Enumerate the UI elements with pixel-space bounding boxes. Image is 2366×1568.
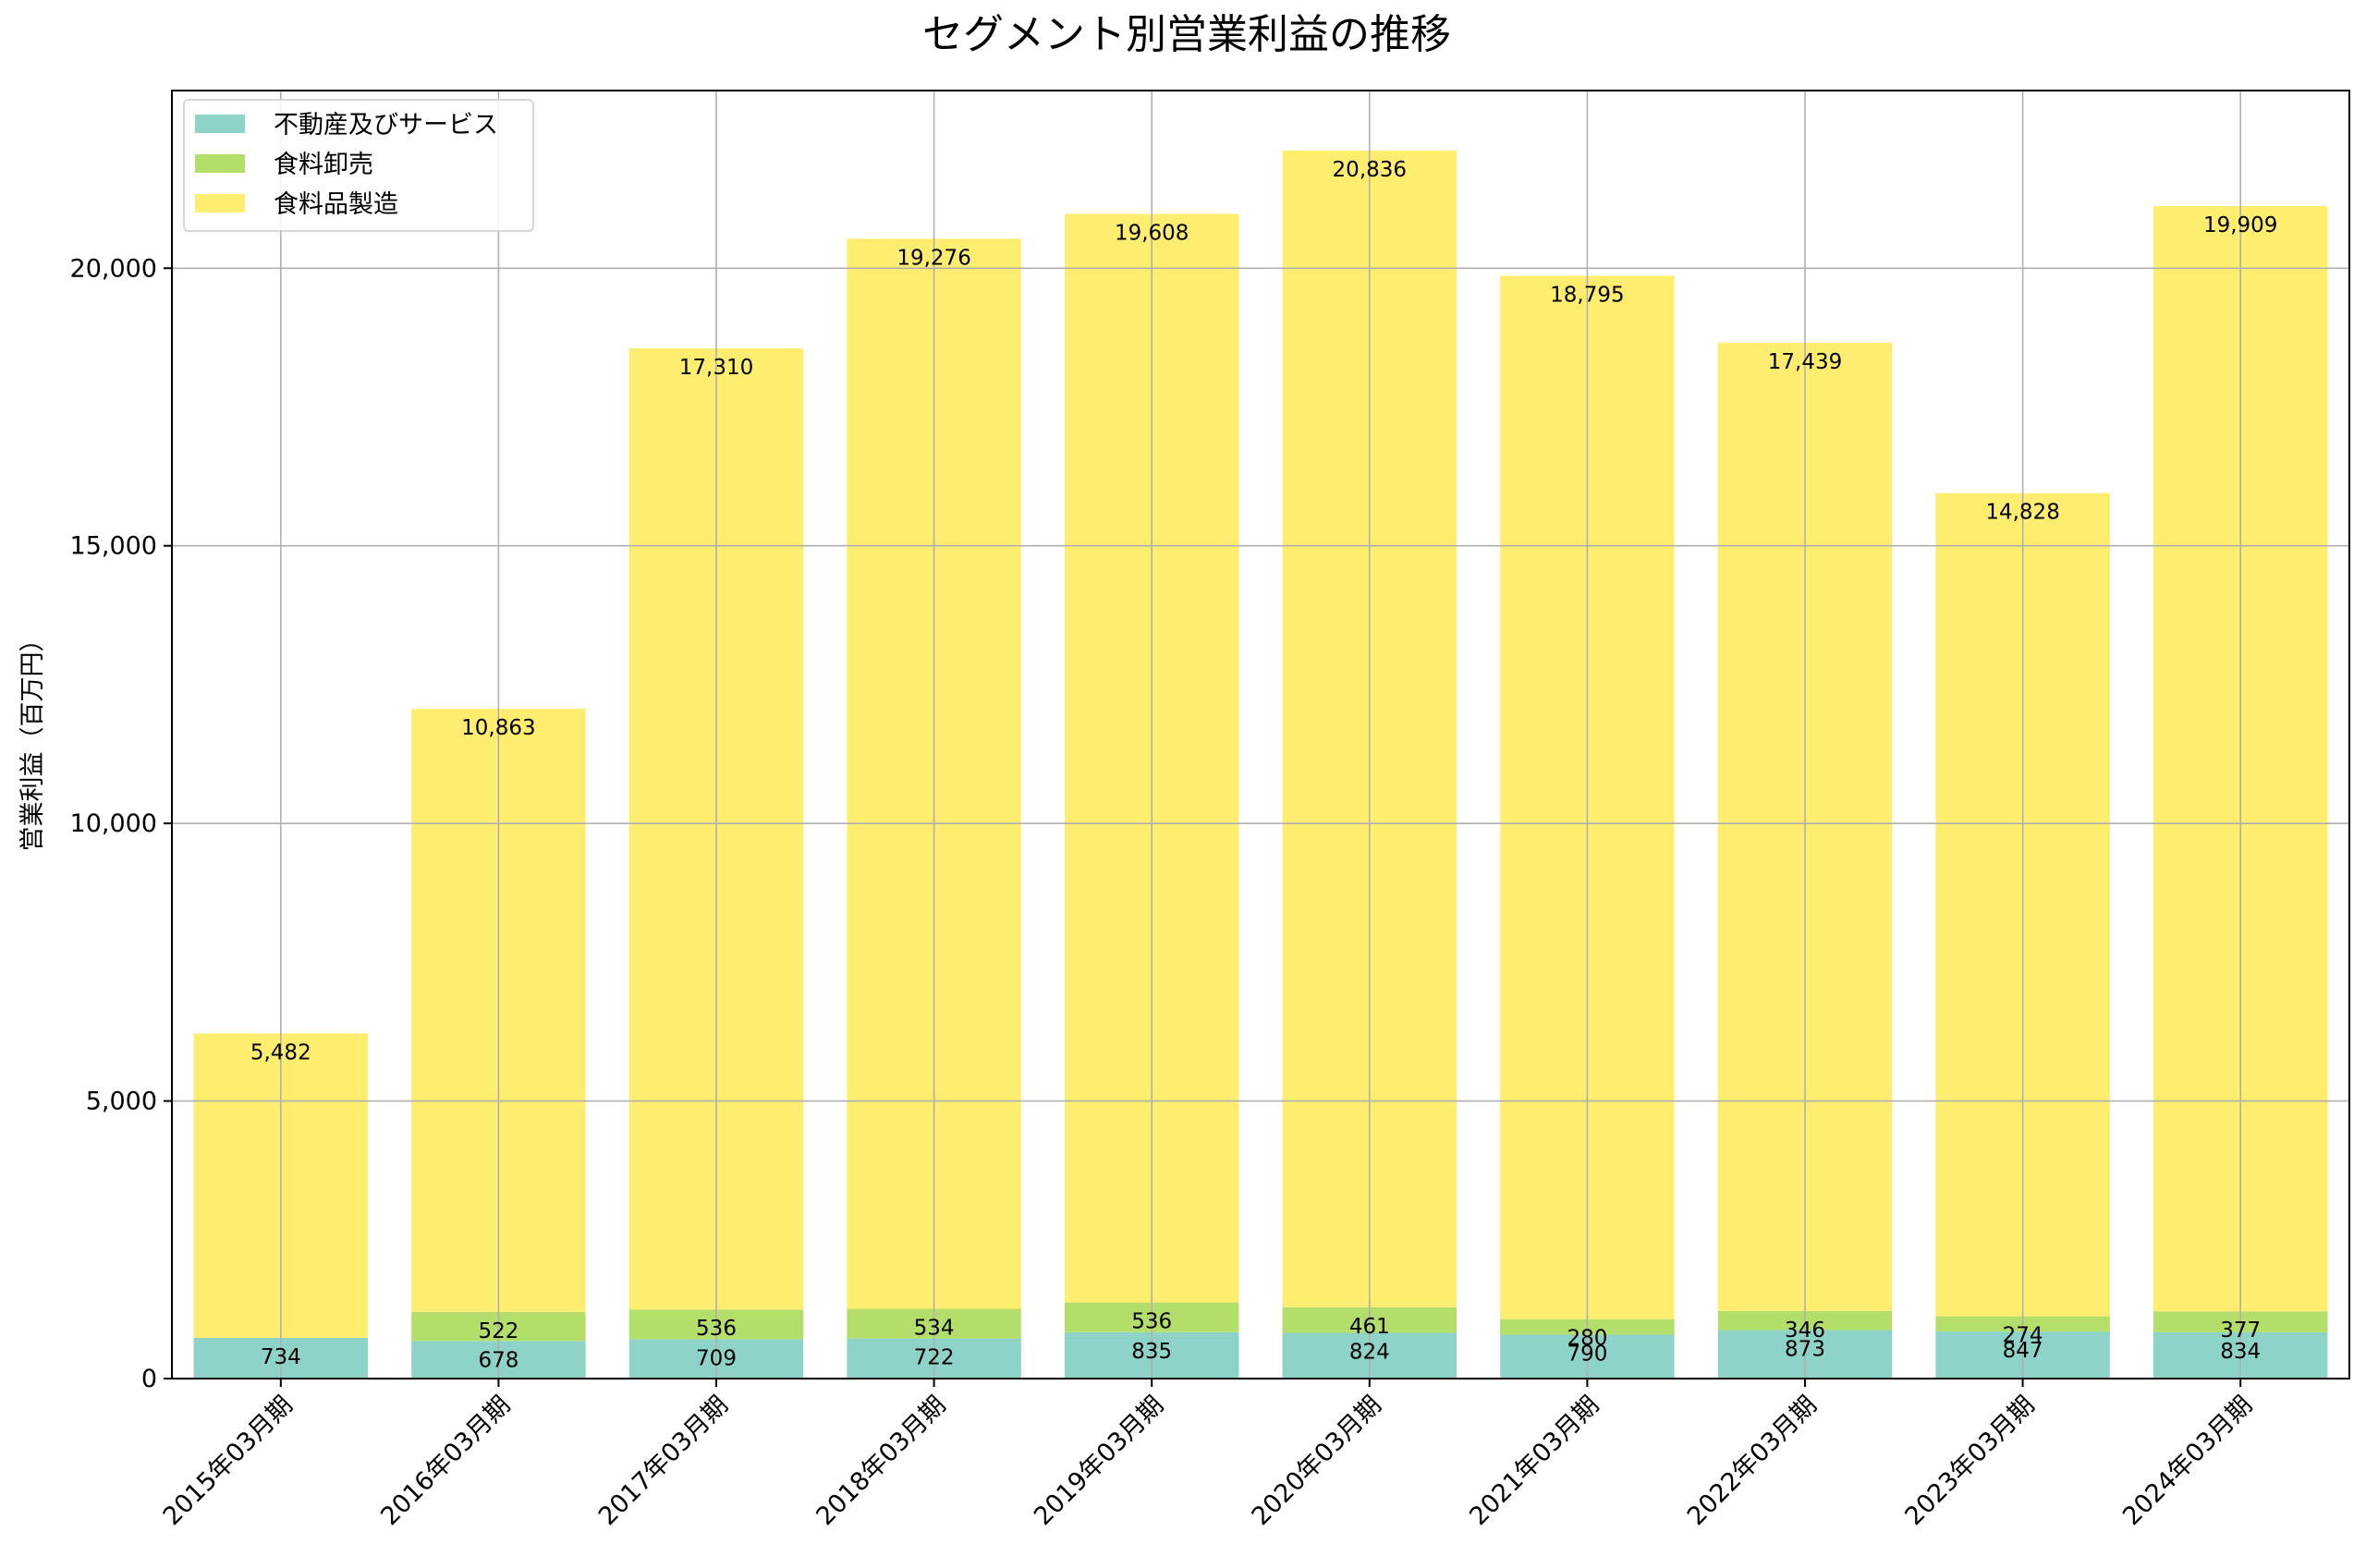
y-tick-label: 15,000: [70, 532, 157, 561]
bar-value-label: 709: [696, 1346, 737, 1370]
x-tick-label: 2015年03月期: [158, 1391, 299, 1531]
bar-value-label: 280: [1567, 1327, 1607, 1351]
legend-label: 食料卸売: [274, 151, 373, 179]
bar-value-label: 20,836: [1333, 158, 1407, 182]
bar-value-label: 19,276: [896, 246, 970, 270]
x-tick-label: 2018年03月期: [811, 1391, 951, 1531]
x-tick-label: 2020年03月期: [1247, 1391, 1387, 1531]
bar-value-label: 10,863: [461, 716, 535, 740]
x-tick-label: 2023年03月期: [1899, 1391, 2040, 1531]
bar-value-label: 722: [914, 1346, 955, 1370]
bars: [193, 150, 2328, 1379]
bar-value-label: 18,795: [1550, 283, 1624, 307]
legend-swatch: [195, 194, 245, 213]
x-tick-label: 2019年03月期: [1029, 1391, 1169, 1531]
bar-value-label: 536: [1131, 1310, 1172, 1334]
chart-title: セグメント別営業利益の推移: [922, 11, 1451, 58]
bar-value-label: 847: [2003, 1339, 2043, 1363]
y-tick-label: 10,000: [70, 809, 157, 838]
bar-value-label: 377: [2220, 1319, 2261, 1343]
bar-value-label: 873: [1785, 1338, 1825, 1362]
legend-swatch: [195, 115, 245, 133]
legend-box: [183, 99, 534, 232]
legend-swatch: [195, 154, 245, 173]
bar-value-label: 835: [1131, 1340, 1172, 1364]
bar-value-label: 734: [261, 1345, 301, 1369]
bar-value-label: 19,608: [1115, 221, 1189, 245]
bar-value-label: 678: [478, 1348, 518, 1372]
bar-value-label: 14,828: [1985, 501, 2059, 525]
x-tick-label: 2016年03月期: [375, 1391, 516, 1531]
plot-area-frame: [171, 90, 2350, 1380]
bar-value-label: 346: [1785, 1319, 1825, 1343]
y-tick-label: 20,000: [70, 254, 157, 283]
legend-label: 食料品製造: [274, 190, 398, 219]
y-axis-label: 営業利益（百万円）: [18, 627, 47, 852]
x-tick-label: 2017年03月期: [593, 1391, 734, 1531]
y-tick-label: 0: [141, 1365, 157, 1393]
x-tick-label: 2024年03月期: [2117, 1391, 2258, 1531]
bar-value-label: 274: [2003, 1324, 2043, 1348]
legend-label: 不動産及びサービス: [274, 111, 498, 140]
bar-value-label: 534: [914, 1317, 955, 1341]
bar-value-label: 17,310: [679, 356, 753, 380]
y-tick-label: 5,000: [86, 1088, 157, 1116]
bar-value-label: 17,439: [1768, 350, 1842, 374]
y-axis-ticks: 0 5,000 10,000 15,000 20,000: [70, 254, 172, 1393]
x-axis-ticks: 2015年03月期 2016年03月期 2017年03月期 2018年03月期 2019…: [158, 1379, 2258, 1531]
bar-value-label: 790: [1567, 1343, 1607, 1367]
bar-value-label: 461: [1349, 1315, 1390, 1339]
x-tick-label: 2022年03月期: [1682, 1391, 1823, 1531]
bar-value-label: 19,909: [2203, 213, 2277, 237]
bar-value-labels: 734 678 709 722 835 824 790 873 847 834 522 536 534 5…: [250, 158, 2278, 1372]
bar-value-label: 5,482: [250, 1041, 311, 1065]
bar-value-label: 824: [1349, 1340, 1390, 1364]
bar-value-label: 522: [478, 1319, 518, 1343]
grid-lines: [172, 91, 2349, 1380]
bar-value-label: 536: [696, 1317, 737, 1341]
bar-value-label: 834: [2220, 1340, 2261, 1364]
x-tick-label: 2021年03月期: [1464, 1391, 1604, 1531]
